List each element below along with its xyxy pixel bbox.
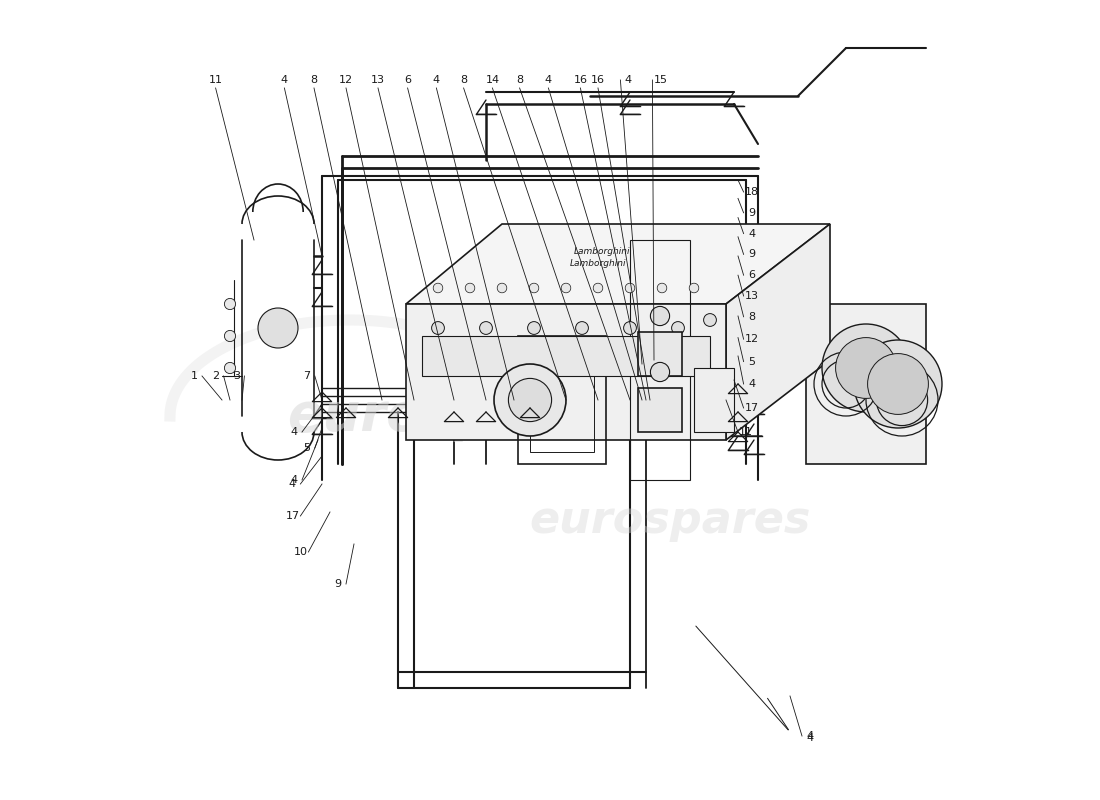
Polygon shape [694, 368, 734, 432]
Text: 6: 6 [404, 75, 411, 85]
Text: 17: 17 [745, 403, 759, 413]
Text: 4: 4 [748, 229, 756, 238]
Text: 4: 4 [290, 427, 298, 437]
Text: 18: 18 [745, 187, 759, 197]
Text: 9: 9 [334, 579, 342, 589]
Circle shape [224, 298, 235, 310]
Text: eurospares: eurospares [287, 390, 620, 442]
Circle shape [836, 338, 896, 398]
Text: eurospares: eurospares [529, 498, 811, 542]
Circle shape [528, 322, 540, 334]
Text: 8: 8 [310, 75, 318, 85]
Circle shape [625, 283, 635, 293]
Text: 16: 16 [591, 75, 605, 85]
Text: 12: 12 [745, 334, 759, 344]
Text: 11: 11 [739, 427, 754, 437]
Circle shape [575, 322, 589, 334]
Text: Lamborghini: Lamborghini [574, 247, 630, 257]
Polygon shape [726, 224, 830, 440]
Text: 5: 5 [304, 443, 310, 453]
Text: 13: 13 [745, 291, 759, 301]
Circle shape [529, 283, 539, 293]
Polygon shape [638, 388, 682, 432]
Text: 12: 12 [339, 75, 353, 85]
Text: 6: 6 [748, 270, 755, 280]
Circle shape [258, 308, 298, 348]
Circle shape [508, 378, 551, 422]
Bar [530, 348, 594, 452]
Circle shape [650, 362, 670, 382]
Bar [518, 336, 606, 464]
Text: 4: 4 [544, 75, 552, 85]
Text: 15: 15 [653, 75, 668, 85]
Circle shape [657, 283, 667, 293]
Circle shape [624, 322, 637, 334]
Polygon shape [638, 332, 682, 376]
Text: 13: 13 [371, 75, 385, 85]
Circle shape [561, 283, 571, 293]
Circle shape [497, 283, 507, 293]
Text: 10: 10 [294, 547, 307, 557]
Circle shape [854, 340, 942, 428]
Text: 16: 16 [573, 75, 587, 85]
Text: 4: 4 [280, 75, 288, 85]
Circle shape [868, 354, 928, 414]
Text: 4: 4 [806, 731, 814, 741]
Text: Lamborghini: Lamborghini [570, 259, 626, 269]
Text: 4: 4 [290, 475, 298, 485]
Circle shape [465, 283, 475, 293]
Circle shape [431, 322, 444, 334]
Bar [630, 240, 690, 480]
Circle shape [704, 314, 716, 326]
Text: 17: 17 [285, 511, 299, 521]
Polygon shape [406, 224, 830, 304]
Circle shape [672, 322, 684, 334]
Circle shape [224, 330, 235, 342]
Circle shape [690, 283, 698, 293]
Text: 8: 8 [516, 75, 524, 85]
Text: 14: 14 [485, 75, 499, 85]
Polygon shape [806, 304, 926, 464]
Polygon shape [422, 336, 710, 376]
Circle shape [593, 283, 603, 293]
Text: 4: 4 [432, 75, 440, 85]
Text: 3: 3 [233, 371, 240, 381]
Polygon shape [406, 304, 726, 440]
Text: 9: 9 [748, 250, 756, 259]
Text: 4: 4 [806, 733, 814, 742]
Text: 4: 4 [625, 75, 632, 85]
Text: 5: 5 [748, 357, 755, 366]
Text: 4: 4 [748, 379, 756, 389]
Text: 2: 2 [212, 371, 219, 381]
Text: 9: 9 [748, 208, 756, 218]
Circle shape [433, 283, 443, 293]
Circle shape [822, 324, 910, 412]
Circle shape [650, 306, 670, 326]
Text: 8: 8 [748, 312, 756, 322]
Text: 11: 11 [209, 75, 222, 85]
Text: 1: 1 [190, 371, 198, 381]
Circle shape [494, 364, 566, 436]
Circle shape [224, 362, 235, 374]
Circle shape [480, 322, 493, 334]
Text: 8: 8 [460, 75, 467, 85]
Text: 4: 4 [289, 479, 296, 489]
Text: 7: 7 [304, 371, 310, 381]
